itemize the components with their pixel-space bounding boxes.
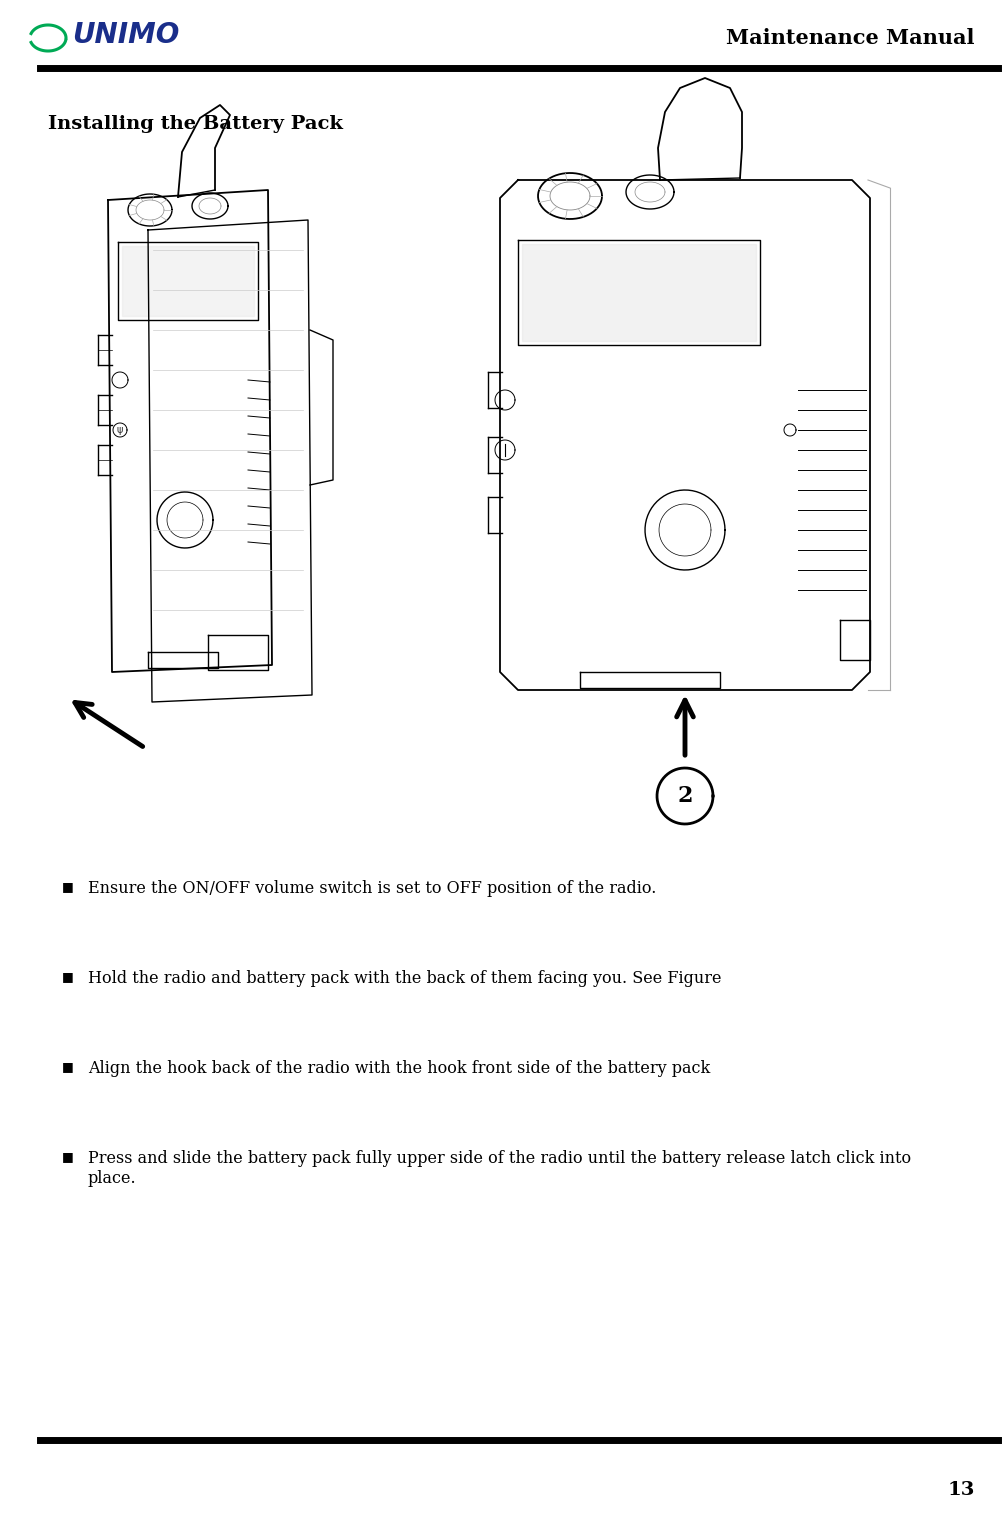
- Text: Installing the Battery Pack: Installing the Battery Pack: [48, 114, 343, 133]
- Text: Press and slide the battery pack fully upper side of the radio until the battery: Press and slide the battery pack fully u…: [88, 1150, 911, 1186]
- Polygon shape: [122, 246, 254, 316]
- Text: ψ: ψ: [117, 425, 123, 435]
- Text: ■: ■: [62, 1150, 74, 1164]
- Text: UNIMO: UNIMO: [72, 21, 179, 49]
- Text: 2: 2: [677, 785, 692, 807]
- Text: 13: 13: [948, 1481, 975, 1499]
- Polygon shape: [522, 244, 756, 342]
- Text: ■: ■: [62, 970, 74, 984]
- Text: Maintenance Manual: Maintenance Manual: [727, 27, 975, 47]
- Text: ■: ■: [62, 880, 74, 894]
- Text: Align the hook back of the radio with the hook front side of the battery pack: Align the hook back of the radio with th…: [88, 1060, 711, 1077]
- Text: Hold the radio and battery pack with the back of them facing you. See Figure: Hold the radio and battery pack with the…: [88, 970, 722, 987]
- Text: ■: ■: [62, 1060, 74, 1074]
- Text: Ensure the ON/OFF volume switch is set to OFF position of the radio.: Ensure the ON/OFF volume switch is set t…: [88, 880, 656, 897]
